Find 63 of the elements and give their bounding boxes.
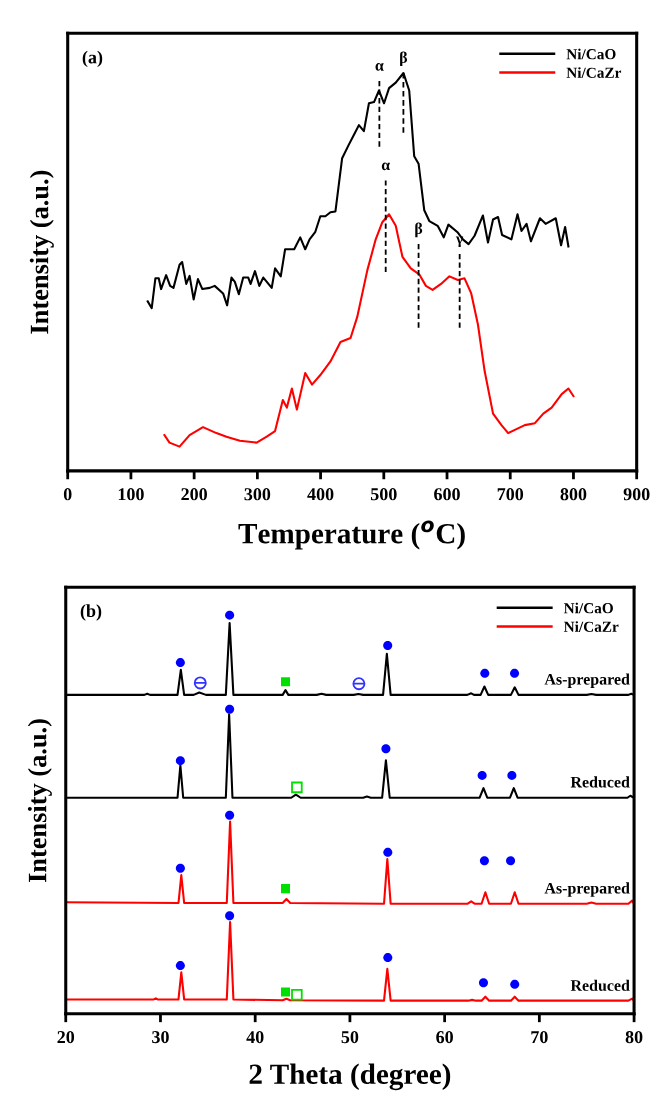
point	[225, 911, 235, 921]
x-tick-label: 80	[625, 1031, 643, 1044]
text: (a)	[82, 50, 103, 68]
annotation: α	[375, 63, 384, 71]
point	[510, 668, 520, 678]
point	[280, 677, 291, 687]
point	[381, 744, 391, 754]
annotation: As-prepared	[544, 882, 630, 897]
annotation: As-prepared	[544, 673, 630, 688]
point	[291, 988, 303, 1001]
point	[280, 884, 291, 894]
x-axis-title: 2 Theta (degree)	[249, 1063, 451, 1091]
point	[291, 781, 303, 794]
point	[280, 987, 291, 997]
y-axis-title: Intensity (a.u.)	[27, 719, 52, 883]
legend-label: Ni/CaO	[563, 602, 613, 614]
x-tick-label: 200	[181, 488, 207, 501]
legend-label: Ni/CaZr	[566, 67, 622, 78]
point	[506, 856, 516, 866]
annotation: γ	[455, 236, 464, 248]
y-axis-title: Intensity (a.u.)	[29, 170, 54, 334]
x-tick-label: 300	[244, 488, 271, 501]
x-tick-label: 500	[370, 488, 397, 501]
point	[175, 863, 185, 873]
point	[383, 640, 393, 650]
point	[175, 961, 185, 971]
point	[383, 953, 393, 963]
point	[480, 668, 490, 678]
point	[225, 704, 235, 714]
point	[479, 856, 489, 866]
x-tick-label: 40	[246, 1031, 264, 1044]
annotation: Reduced	[570, 979, 630, 991]
point	[352, 677, 366, 691]
x-tick-label: 700	[497, 488, 524, 501]
x-tick-label: 0	[63, 488, 72, 501]
x-tick-label: 60	[436, 1031, 453, 1044]
x-tick-label: 800	[560, 488, 587, 501]
x-tick-label: 400	[307, 488, 334, 501]
point	[507, 770, 517, 780]
point	[193, 676, 207, 690]
x-tick-label: 900	[623, 488, 650, 501]
annotation: α	[381, 162, 390, 171]
point	[175, 658, 185, 668]
x-axis-title: Temperature ($^{o}$C)	[238, 520, 465, 550]
x-tick-label: 100	[118, 488, 144, 501]
point	[175, 756, 185, 766]
x-tick-label: 50	[341, 1031, 359, 1044]
x-tick-label: 20	[57, 1031, 75, 1044]
point	[477, 770, 487, 780]
point	[225, 610, 235, 620]
point	[225, 810, 235, 820]
x-tick-label: 30	[152, 1031, 169, 1044]
annotation: β	[400, 51, 408, 67]
x-tick-label: 70	[531, 1031, 548, 1044]
point	[383, 847, 393, 857]
annotation: β	[415, 222, 423, 238]
point	[478, 978, 488, 988]
point	[510, 979, 520, 989]
legend-label: Ni/CaO	[566, 48, 616, 60]
x-tick-label: 600	[434, 488, 460, 501]
annotation: Reduced	[570, 776, 630, 788]
annotation: (b)	[80, 604, 102, 621]
legend-label: Ni/CaZr	[563, 621, 619, 632]
